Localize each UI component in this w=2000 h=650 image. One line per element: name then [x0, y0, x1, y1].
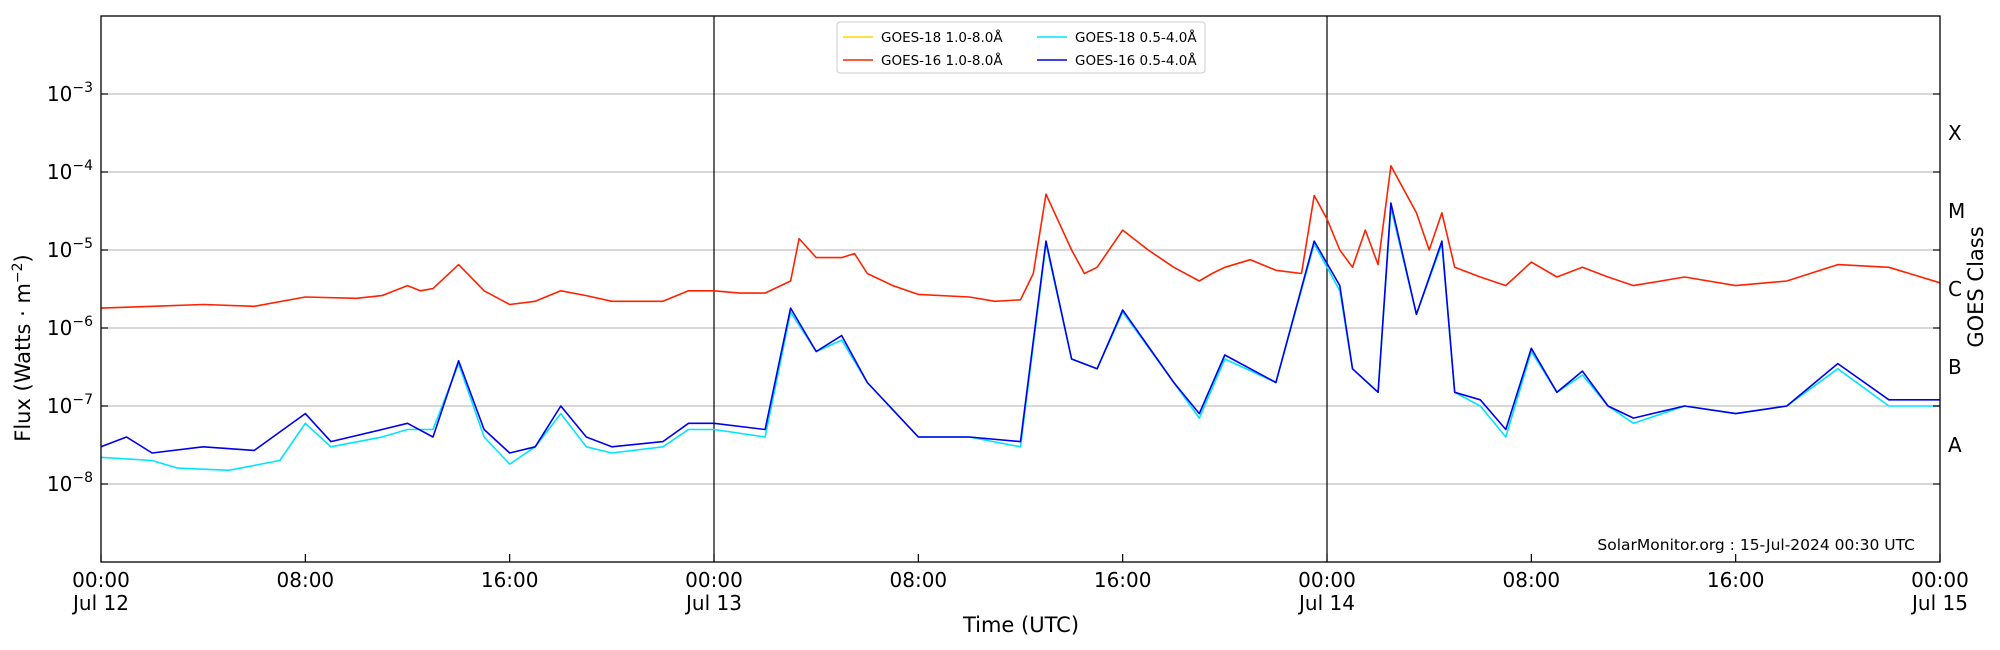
grid-lines	[101, 93, 1940, 485]
goes-class-c: C	[1948, 277, 1962, 301]
y-tick-base: 10	[47, 238, 72, 262]
y-tick-exponent: −5	[72, 236, 93, 252]
y-tick-base: 10	[47, 160, 72, 184]
series-line-3	[100, 202, 1940, 454]
legend-label-goes18-long: GOES-18 1.0-8.0Å	[881, 29, 1003, 46]
y-tick-exponent: −7	[72, 392, 93, 408]
y-axis-ticks: 10−810−710−610−510−410−3	[47, 80, 1940, 496]
goes-class-b: B	[1948, 355, 1962, 379]
y-tick-label: 10−3	[47, 80, 93, 106]
x-tick-time: 16:00	[1094, 568, 1152, 592]
y-tick-base: 10	[47, 316, 72, 340]
legend: GOES-18 1.0-8.0Å GOES-16 1.0-8.0Å GOES-1…	[836, 21, 1206, 74]
goes-class-x: X	[1948, 121, 1962, 145]
right-axis-title: GOES Class	[1964, 226, 1988, 347]
y-tick-label: 10−6	[47, 314, 93, 340]
day-boundary-lines	[713, 16, 1328, 562]
y-tick-label: 10−5	[47, 236, 93, 262]
y-tick-label: 10−7	[47, 392, 93, 418]
legend-label-goes16-short: GOES-16 0.5-4.0Å	[1075, 52, 1197, 69]
y-tick-base: 10	[47, 394, 72, 418]
goes-class-m: M	[1948, 199, 1965, 223]
x-tick-time: 00:00	[1298, 568, 1356, 592]
legend-label-goes18-short: GOES-18 0.5-4.0Å	[1075, 29, 1197, 46]
series-line-1	[100, 165, 1941, 309]
x-axis-title: Time (UTC)	[962, 613, 1079, 637]
x-tick-time: 00:00	[72, 568, 130, 592]
y-tick-exponent: −8	[72, 470, 93, 486]
x-tick-date: Jul 12	[71, 591, 129, 615]
legend-box	[836, 21, 1206, 74]
y-tick-exponent: −6	[72, 314, 93, 330]
y-tick-exponent: −4	[72, 158, 93, 174]
goes-class-a: A	[1948, 433, 1962, 457]
x-tick-time: 08:00	[1503, 568, 1561, 592]
y-tick-label: 10−4	[47, 158, 93, 184]
x-tick-time: 08:00	[277, 568, 335, 592]
y-axis-title: Flux (Watts · m−2)	[10, 254, 35, 442]
goes-class-labels: A B C M X	[1948, 121, 1965, 457]
x-tick-time: 16:00	[1707, 568, 1765, 592]
y-tick-base: 10	[47, 472, 72, 496]
x-tick-time: 16:00	[481, 568, 539, 592]
series-lines	[100, 165, 1941, 472]
x-tick-time: 00:00	[1911, 568, 1969, 592]
y-tick-exponent: −3	[72, 80, 93, 96]
credit-annotation: SolarMonitor.org : 15-Jul-2024 00:30 UTC	[1597, 536, 1915, 554]
x-tick-date: Jul 13	[684, 591, 742, 615]
plot-frame	[100, 15, 1941, 563]
legend-label-goes16-long: GOES-16 1.0-8.0Å	[881, 52, 1003, 69]
x-tick-date: Jul 15	[1910, 591, 1968, 615]
y-tick-base: 10	[47, 82, 72, 106]
y-tick-label: 10−8	[47, 470, 93, 496]
x-tick-time: 00:00	[685, 568, 743, 592]
y-axis-title-close: )	[11, 254, 35, 262]
y-axis-title-superscript: −2	[10, 262, 26, 283]
x-tick-time: 08:00	[890, 568, 948, 592]
x-tick-date: Jul 14	[1297, 591, 1355, 615]
y-axis-title-main: Flux (Watts · m	[11, 283, 35, 442]
